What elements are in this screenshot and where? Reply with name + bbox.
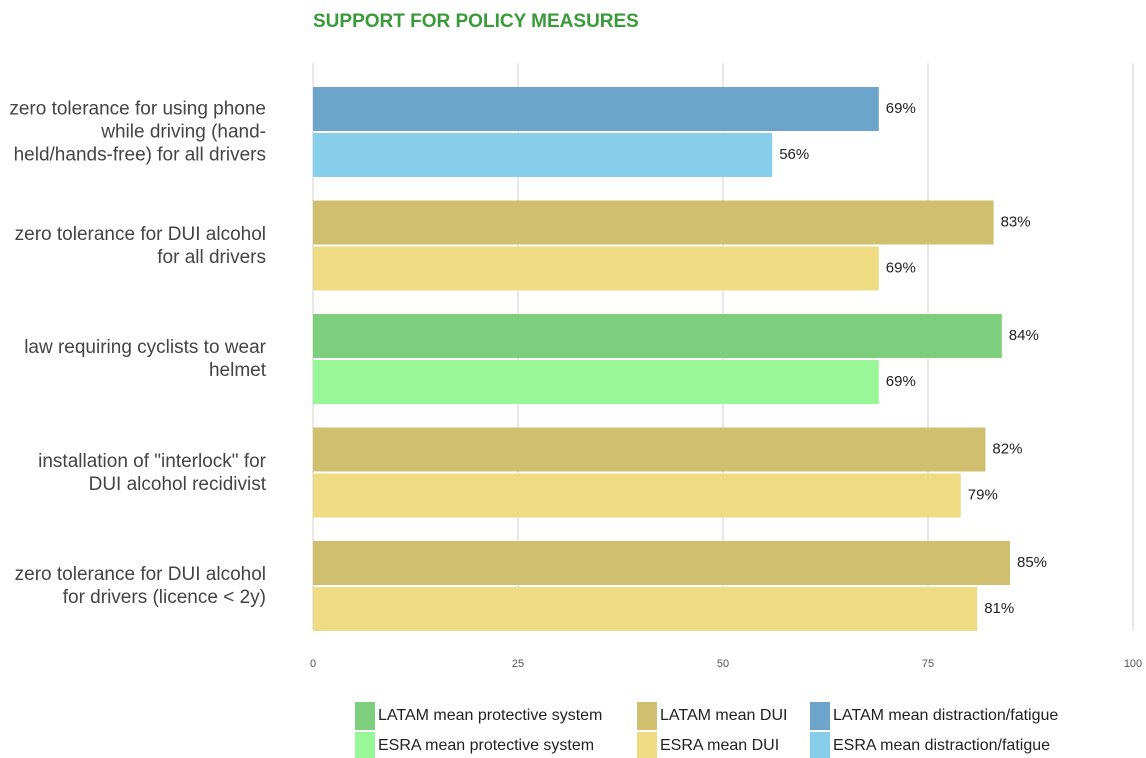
legend-label: LATAM mean DUI xyxy=(660,707,787,724)
data-label: 69% xyxy=(886,373,916,390)
legend-label: LATAM mean protective system xyxy=(378,707,602,724)
category-label: zero tolerance for DUI alcohol for drive… xyxy=(14,564,266,608)
legend-label: ESRA mean protective system xyxy=(378,737,594,754)
data-label: 85% xyxy=(1017,554,1047,571)
category-label: law requiring cyclists to wear helmet xyxy=(24,337,266,381)
x-tick-label: 25 xyxy=(512,658,524,670)
bar xyxy=(313,133,773,177)
bar xyxy=(313,360,879,404)
bar xyxy=(313,87,879,131)
legend-label: LATAM mean distraction/fatigue xyxy=(833,707,1058,724)
data-label: 79% xyxy=(968,486,998,503)
legend-swatch xyxy=(810,732,830,758)
legend-swatch xyxy=(810,702,830,730)
bar xyxy=(313,200,994,245)
chart-title: SUPPORT FOR POLICY MEASURES xyxy=(313,11,639,32)
bar xyxy=(313,246,879,291)
data-label: 69% xyxy=(886,100,916,117)
category-label: zero tolerance for DUI alcohol for all d… xyxy=(14,223,266,268)
legend-label: ESRA mean DUI xyxy=(660,737,779,754)
bar xyxy=(313,427,986,472)
data-label: 83% xyxy=(1001,213,1031,230)
x-tick-label: 0 xyxy=(310,658,316,670)
bar xyxy=(313,587,978,631)
x-tick-label: 75 xyxy=(922,658,934,670)
category-label: zero tolerance for using phone while dri… xyxy=(9,98,266,166)
x-tick-label: 100 xyxy=(1124,658,1142,670)
x-tick-label: 50 xyxy=(717,658,729,670)
legend-swatch xyxy=(355,732,375,758)
bar xyxy=(313,314,1002,358)
legend-swatch xyxy=(637,702,657,730)
legend-swatch xyxy=(355,702,375,730)
data-label: 84% xyxy=(1009,327,1039,344)
legend-label: ESRA mean distraction/fatigue xyxy=(833,737,1050,754)
bar xyxy=(313,473,961,518)
bar xyxy=(313,541,1010,585)
category-label: installation of "interlock" for DUI alco… xyxy=(38,450,266,495)
data-label: 56% xyxy=(779,146,809,163)
data-label: 81% xyxy=(984,600,1014,617)
data-label: 69% xyxy=(886,259,916,276)
data-label: 82% xyxy=(992,440,1022,457)
legend-swatch xyxy=(637,732,657,758)
